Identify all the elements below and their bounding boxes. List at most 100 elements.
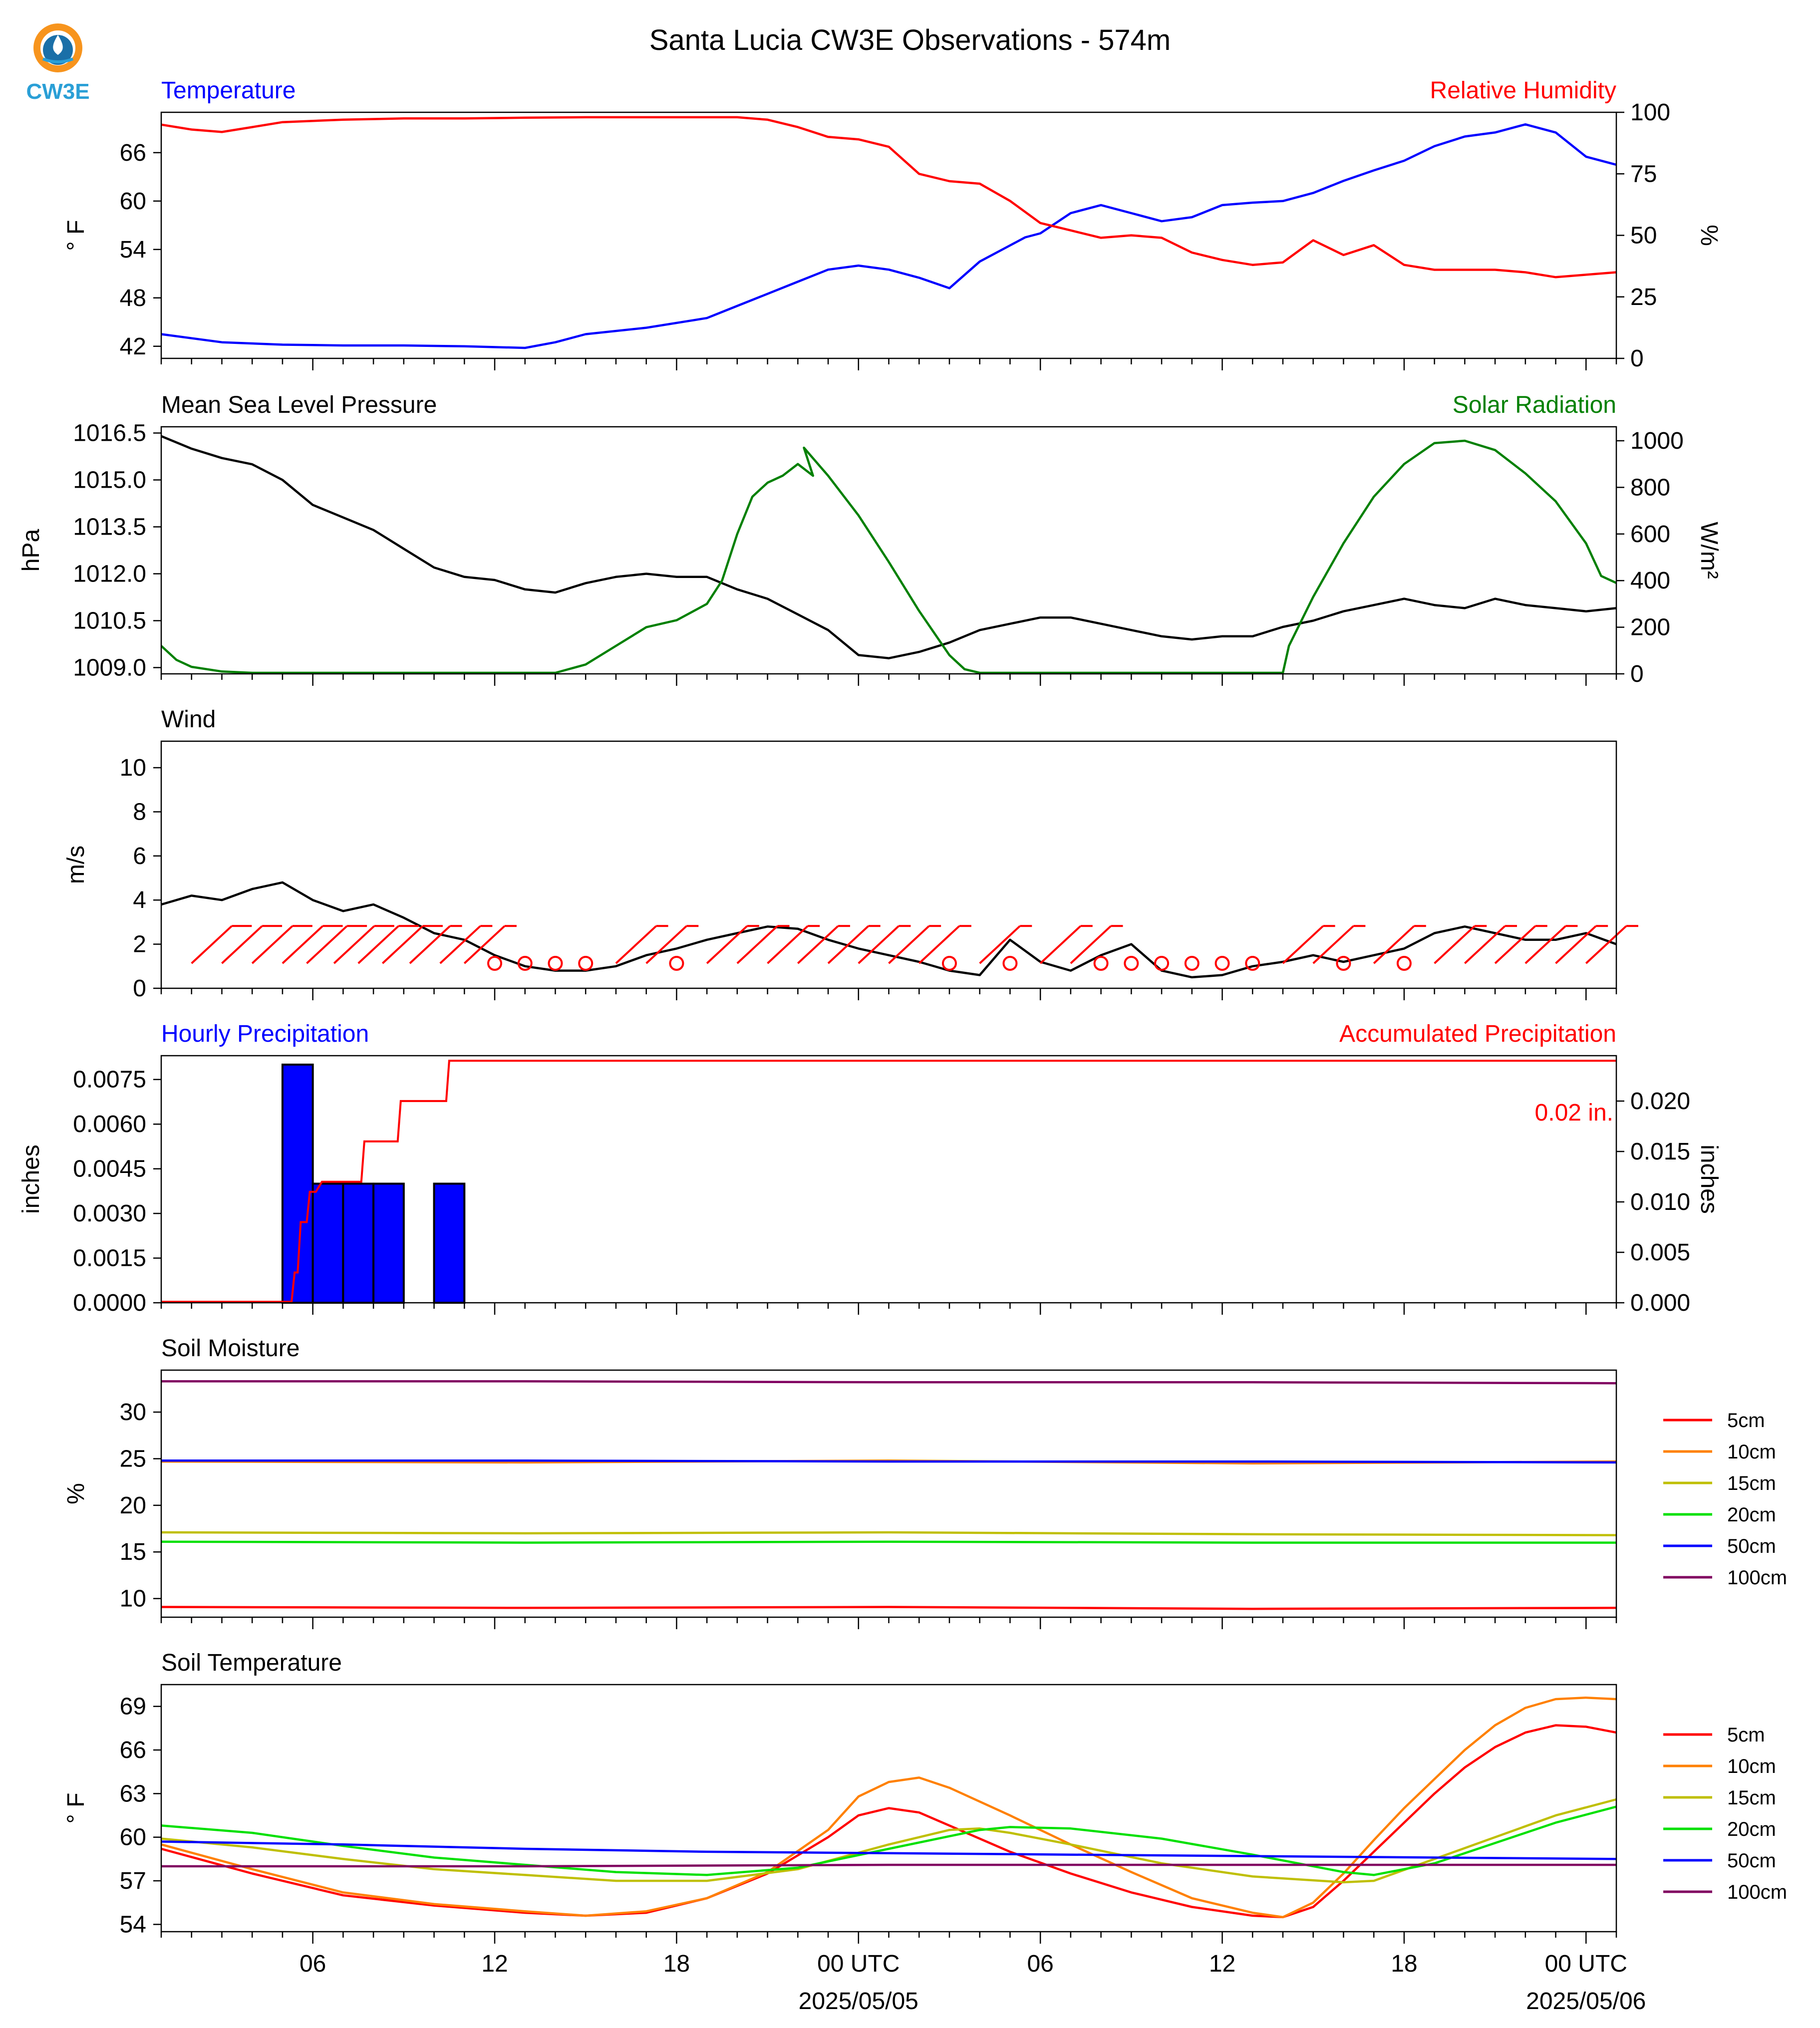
wind-calm-marker (1336, 956, 1351, 971)
y-tick-label: 0.0030 (73, 1200, 146, 1227)
y-axis-label: inches (18, 1145, 44, 1214)
y-tick-label: 66 (120, 1737, 146, 1763)
precip-bar (342, 1182, 375, 1304)
y-axis-label: ° F (63, 220, 89, 251)
x-tick-label: 18 (1391, 1951, 1417, 1977)
wind-barb-staff (282, 925, 323, 964)
y-right-tick-label: 0.015 (1630, 1139, 1690, 1165)
y-tick-label: 69 (120, 1694, 146, 1720)
y-tick-label: 48 (120, 285, 146, 311)
legend-label: 100cm (1727, 1567, 1787, 1589)
y-tick-label: 1009.0 (73, 654, 146, 681)
wind-barb-staff (357, 925, 399, 964)
series-line-100cm (161, 1863, 1616, 1868)
y-right-axis-label: % (1696, 225, 1722, 246)
panel-left-title: Wind (161, 706, 216, 733)
wind-calm-marker (578, 956, 594, 971)
y-tick-label: 0.0000 (73, 1290, 146, 1316)
panel-right-title: Relative Humidity (1430, 77, 1616, 104)
wind-barb-staff (858, 925, 900, 964)
wind-calm-marker (1214, 956, 1230, 971)
y-right-tick-label: 25 (1630, 284, 1657, 310)
wind-barb-staff (918, 925, 960, 964)
y-tick-label: 1013.5 (73, 514, 146, 541)
wind-barb-staff (797, 925, 839, 964)
series-line-left (161, 435, 1617, 659)
wind-barb-staff (1555, 925, 1597, 964)
y-tick-label: 60 (120, 1824, 146, 1851)
y-tick-label: 0.0075 (73, 1067, 146, 1093)
panel-soil_temperature: Soil Temperature 54 57 60 63 66 69 ° F 5cm 10cm 15… (63, 1650, 1787, 1944)
x-date-label: 2025/05/06 (1526, 1988, 1646, 2015)
wind-barb-staff (333, 925, 375, 964)
wind-barb-staff (1070, 925, 1112, 964)
panel-temp_rh: Temperature Relative Humidity 42 48 54 60 66 0 2… (63, 77, 1722, 372)
x-tick-label: 12 (481, 1951, 508, 1977)
wind-barb-staff (463, 925, 506, 964)
y-right-axis-label: inches (1696, 1145, 1722, 1214)
panel-left-title: Temperature (161, 77, 296, 104)
y-tick-label: 6 (133, 843, 146, 869)
wind-calm-marker (1184, 956, 1200, 971)
y-right-tick-label: 50 (1630, 223, 1657, 249)
y-tick-label: 54 (120, 1911, 146, 1938)
legend-label: 10cm (1727, 1755, 1776, 1777)
panel-left-title: Hourly Precipitation (161, 1021, 369, 1047)
panels: Temperature Relative Humidity424854606602… (18, 77, 1787, 1944)
wind-barb-staff (306, 925, 348, 964)
y-right-tick-label: 600 (1630, 521, 1670, 548)
wind-barb-staff (706, 925, 748, 964)
wind-calm-marker (941, 956, 957, 971)
legend-label: 50cm (1727, 1850, 1776, 1872)
figure-title: Santa Lucia CW3E Observations - 574m (649, 24, 1171, 56)
y-tick-label: 10 (120, 755, 146, 781)
x-tick-label: 18 (663, 1951, 690, 1977)
wind-barb-staff (1312, 925, 1354, 964)
wind-barb-staff (1585, 925, 1627, 964)
x-tick-label: 00 UTC (817, 1951, 900, 1977)
precip-bar (433, 1182, 466, 1304)
wind-barb-staff (1373, 925, 1415, 964)
y-tick-label: 8 (133, 799, 146, 825)
y-tick-label: 15 (120, 1539, 146, 1565)
legend-label: 50cm (1727, 1535, 1776, 1557)
y-right-axis-label: W/m² (1696, 522, 1722, 579)
y-tick-label: 30 (120, 1399, 146, 1426)
y-tick-label: 4 (133, 887, 146, 913)
panel-left-title: Mean Sea Level Pressure (161, 392, 437, 418)
y-tick-label: 1015.0 (73, 467, 146, 494)
wind-barb-staff (191, 925, 233, 964)
y-right-tick-label: 1000 (1630, 428, 1684, 454)
series-line-100cm (161, 1380, 1617, 1385)
y-tick-label: 0 (133, 975, 146, 1002)
y-tick-label: 0.0045 (73, 1156, 146, 1182)
y-tick-label: 25 (120, 1446, 146, 1472)
wind-calm-marker (1093, 956, 1109, 971)
y-right-tick-label: 200 (1630, 614, 1670, 641)
logo-wave-icon (42, 57, 74, 63)
wind-calm-marker (517, 956, 533, 971)
precip-bar (311, 1182, 344, 1304)
legend-label: 20cm (1727, 1818, 1776, 1840)
cw3e-logo: CW3E (26, 23, 90, 104)
wind-barb-staff (1524, 925, 1566, 964)
wind-barb-staff (1464, 925, 1506, 964)
legend-label: 10cm (1727, 1441, 1776, 1463)
y-tick-label: 54 (120, 237, 146, 263)
panel-right-title: Accumulated Precipitation (1339, 1021, 1616, 1047)
legend-label: 20cm (1727, 1504, 1776, 1526)
x-tick-label: 12 (1209, 1951, 1235, 1977)
accum-total-annotation: 0.02 in. (1535, 1100, 1613, 1126)
logo-text: CW3E (26, 79, 89, 104)
y-tick-label: 20 (120, 1492, 146, 1519)
y-axis-label: ° F (63, 1793, 89, 1824)
wind-calm-marker (1154, 956, 1170, 971)
logo-drop-icon (53, 35, 63, 55)
wind-calm-marker (1245, 956, 1260, 971)
y-right-tick-label: 0.005 (1630, 1239, 1690, 1266)
wind-barb-staff (221, 925, 263, 964)
series-line-50cm (161, 1459, 1617, 1464)
panel-right-title: Solar Radiation (1453, 392, 1616, 418)
legend-label: 100cm (1727, 1881, 1787, 1903)
